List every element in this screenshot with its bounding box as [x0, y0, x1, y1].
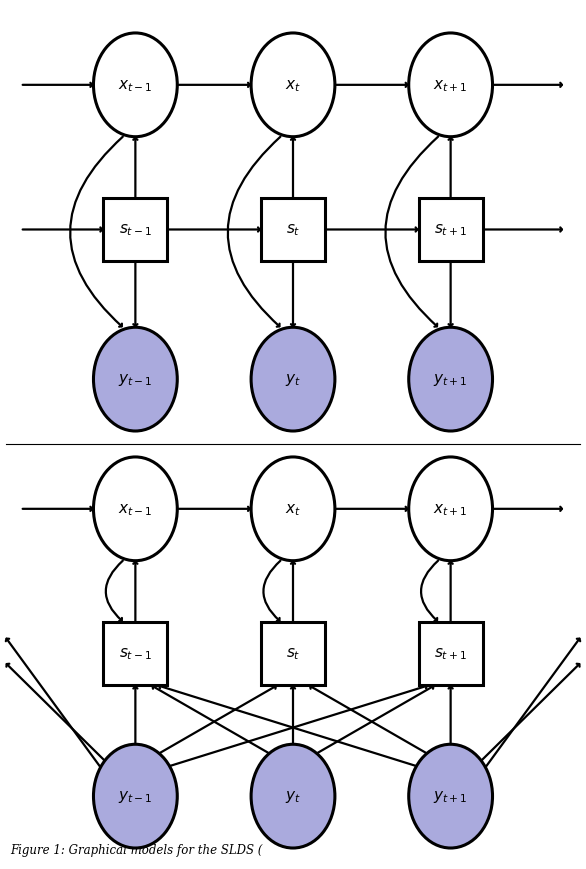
- Text: $y_t$: $y_t$: [285, 372, 301, 388]
- Text: $s_t$: $s_t$: [286, 222, 300, 238]
- Text: $y_{t-1}$: $y_{t-1}$: [118, 372, 152, 388]
- FancyBboxPatch shape: [261, 622, 325, 686]
- Text: $x_{t-1}$: $x_{t-1}$: [118, 501, 152, 517]
- Text: $y_{t+1}$: $y_{t+1}$: [434, 788, 468, 804]
- Ellipse shape: [94, 457, 178, 561]
- Ellipse shape: [94, 328, 178, 432]
- Text: $x_{t-1}$: $x_{t-1}$: [118, 78, 152, 94]
- Ellipse shape: [251, 34, 335, 137]
- FancyBboxPatch shape: [104, 622, 167, 686]
- Text: $y_{t-1}$: $y_{t-1}$: [118, 788, 152, 804]
- Text: $y_t$: $y_t$: [285, 788, 301, 804]
- Ellipse shape: [251, 457, 335, 561]
- Ellipse shape: [94, 34, 178, 137]
- Text: $s_{t-1}$: $s_{t-1}$: [119, 222, 152, 238]
- FancyBboxPatch shape: [419, 198, 482, 262]
- Ellipse shape: [251, 745, 335, 848]
- FancyBboxPatch shape: [104, 198, 167, 262]
- Ellipse shape: [408, 457, 492, 561]
- Text: $x_{t+1}$: $x_{t+1}$: [434, 501, 468, 517]
- FancyBboxPatch shape: [261, 198, 325, 262]
- Text: $s_t$: $s_t$: [286, 646, 300, 661]
- Ellipse shape: [408, 328, 492, 432]
- Ellipse shape: [251, 328, 335, 432]
- Text: $s_{t+1}$: $s_{t+1}$: [434, 646, 467, 661]
- Ellipse shape: [408, 34, 492, 137]
- Text: $y_{t+1}$: $y_{t+1}$: [434, 372, 468, 388]
- Text: $s_{t-1}$: $s_{t-1}$: [119, 646, 152, 661]
- Text: $x_t$: $x_t$: [285, 78, 301, 94]
- Ellipse shape: [94, 745, 178, 848]
- FancyBboxPatch shape: [419, 622, 482, 686]
- Text: $x_{t+1}$: $x_{t+1}$: [434, 78, 468, 94]
- Ellipse shape: [408, 745, 492, 848]
- Text: $x_t$: $x_t$: [285, 501, 301, 517]
- Text: $s_{t+1}$: $s_{t+1}$: [434, 222, 467, 238]
- Text: Figure 1: Graphical models for the SLDS (: Figure 1: Graphical models for the SLDS …: [11, 843, 263, 856]
